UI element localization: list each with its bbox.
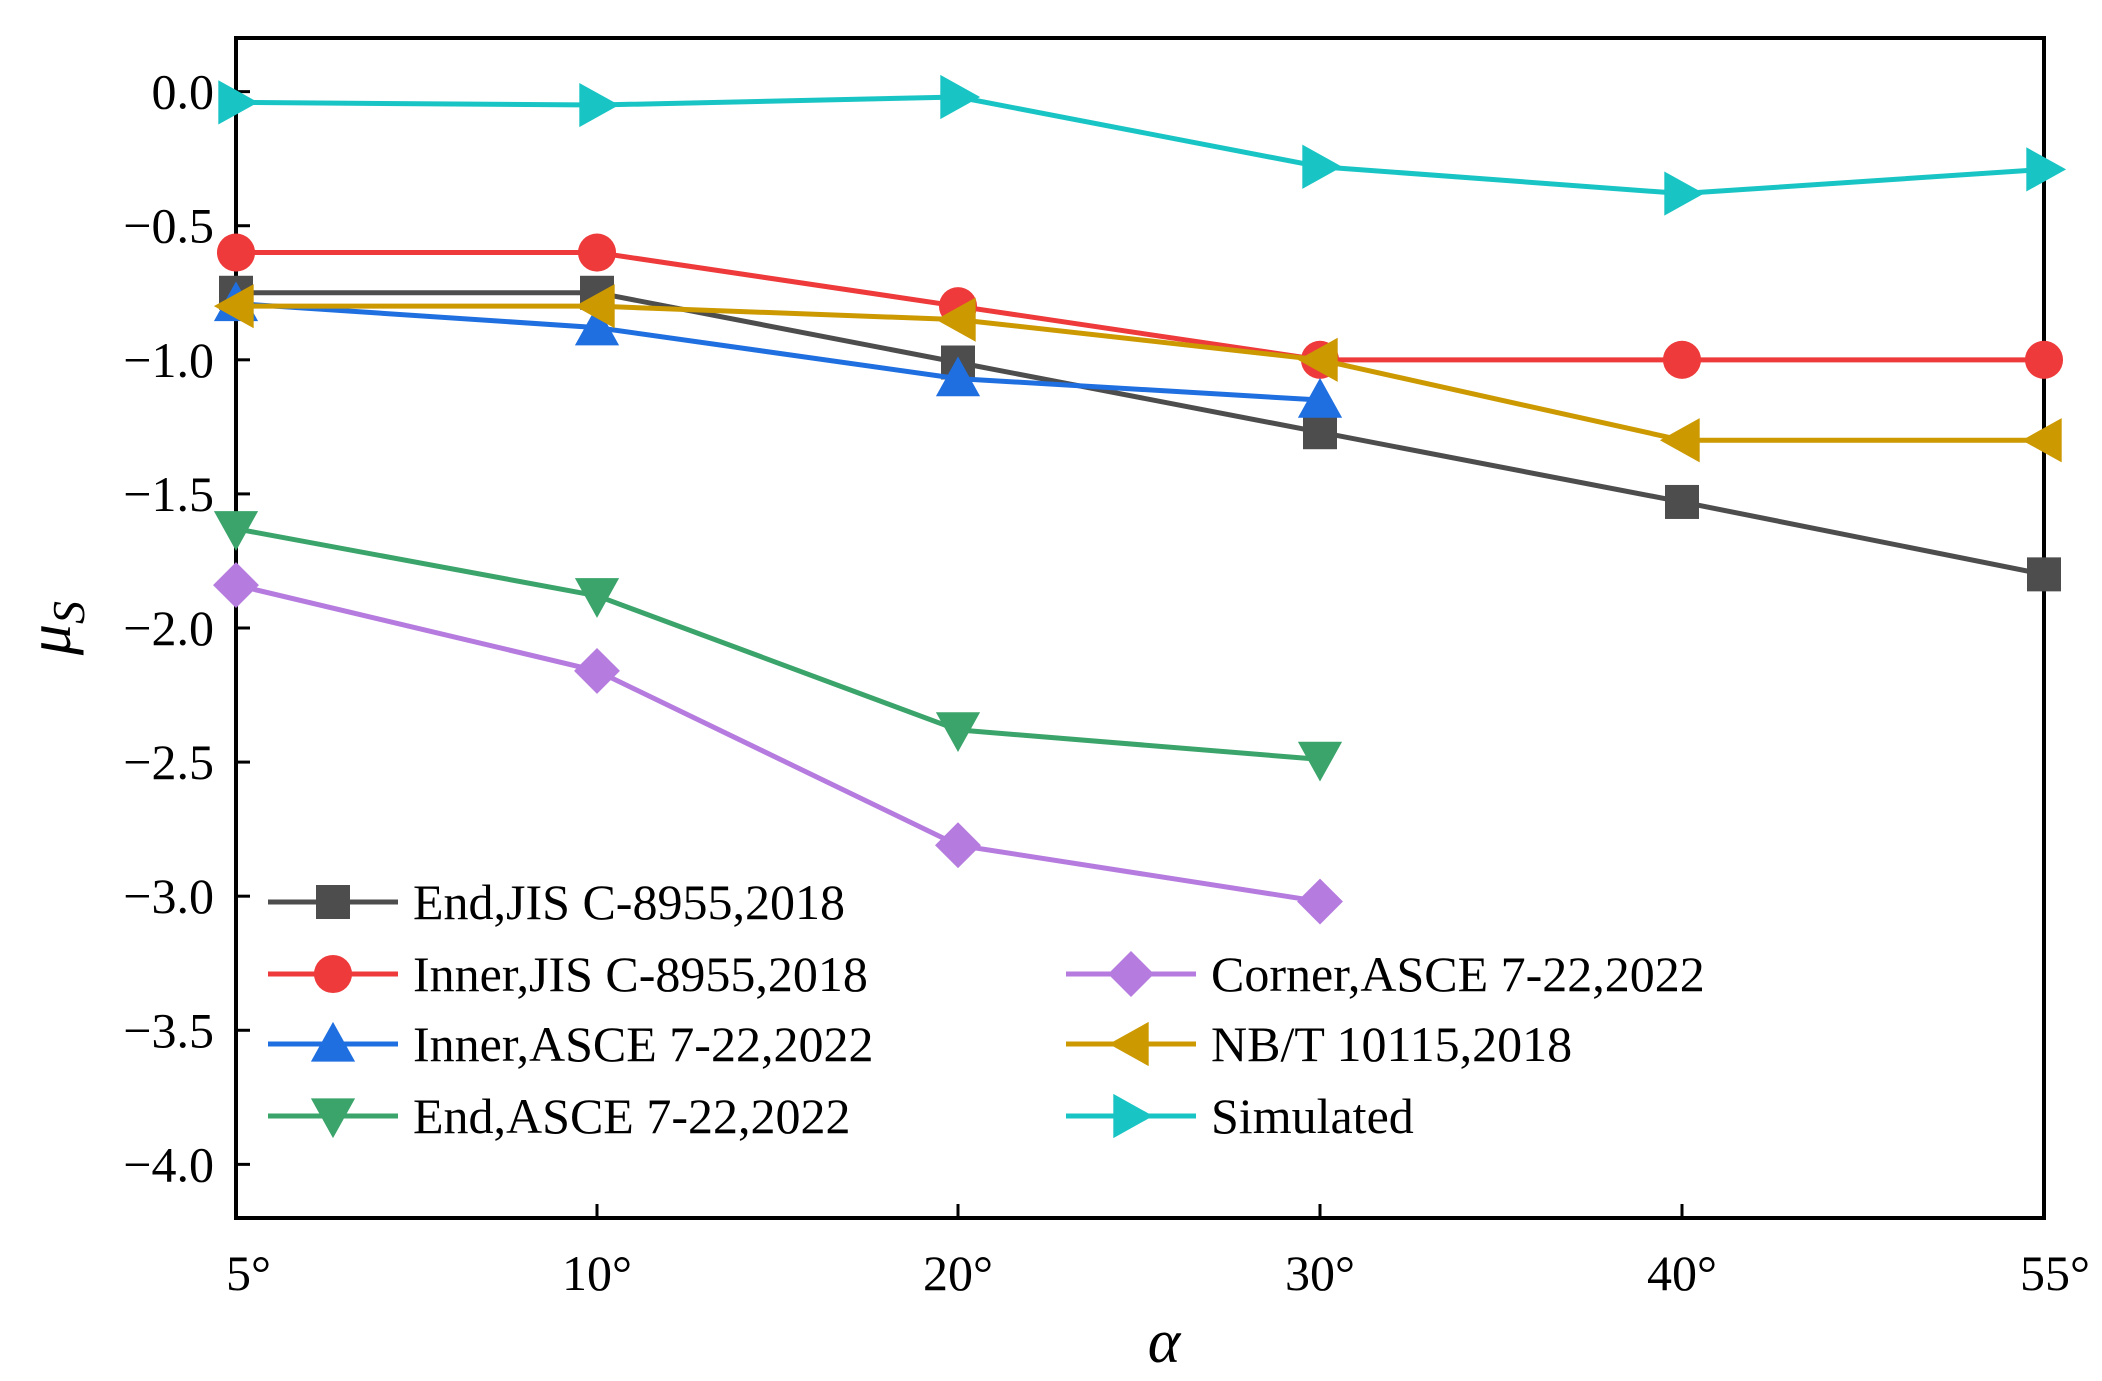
data-point bbox=[1297, 741, 1343, 782]
series-2 bbox=[213, 281, 1343, 418]
y-axis-title-main: μ bbox=[16, 624, 84, 656]
data-point bbox=[2027, 557, 2061, 592]
data-point bbox=[574, 578, 620, 618]
y-tick-label: −4.0 bbox=[123, 1136, 214, 1192]
data-point bbox=[935, 712, 981, 753]
y-tick-label: −1.0 bbox=[123, 332, 214, 388]
data-point bbox=[2024, 340, 2064, 379]
legend-item: End,ASCE 7-22,2022 bbox=[268, 1088, 851, 1144]
series-line bbox=[235, 94, 2045, 197]
legend-item: Inner,JIS C-8955,2018 bbox=[268, 946, 868, 1002]
y-tick-label: −2.0 bbox=[123, 600, 214, 656]
series-5 bbox=[213, 284, 2062, 463]
y-tick-label: −0.5 bbox=[123, 198, 214, 254]
series-line bbox=[235, 301, 1321, 403]
y-axis: 0.0 −0.5 −1.0 −1.5 −2.0 −2.5 −3.0 −3.5 −4.0 bbox=[123, 64, 250, 1192]
data-point bbox=[2026, 147, 2067, 192]
data-point bbox=[935, 822, 981, 869]
legend-label: End,ASCE 7-22,2022 bbox=[413, 1088, 851, 1144]
x-axis-title: α bbox=[1148, 1308, 1182, 1376]
data-point bbox=[1665, 484, 1699, 519]
data-point bbox=[213, 284, 254, 329]
data-point bbox=[1662, 340, 1702, 379]
data-point bbox=[1664, 171, 1705, 216]
series-3 bbox=[213, 511, 1343, 782]
legend-marker bbox=[316, 885, 350, 919]
data-point bbox=[574, 647, 620, 694]
series-layer bbox=[213, 74, 2067, 925]
series-line bbox=[236, 250, 2044, 363]
y-axis-title-sub: S bbox=[43, 601, 94, 624]
series-6 bbox=[218, 74, 2067, 216]
legend-marker bbox=[310, 1021, 356, 1062]
legend-item: Simulated bbox=[1066, 1088, 1414, 1144]
data-point bbox=[1297, 337, 1338, 382]
y-axis-title: μS bbox=[16, 601, 94, 656]
x-tick-label: 55° bbox=[2020, 1245, 2090, 1301]
x-axis: 5° 10° 20° 30° 40° 55° bbox=[226, 1204, 2090, 1301]
x-tick-label: 10° bbox=[562, 1245, 632, 1301]
data-point bbox=[1297, 878, 1343, 925]
data-point bbox=[216, 233, 256, 272]
data-point bbox=[574, 305, 620, 346]
data-point bbox=[940, 74, 981, 120]
data-point bbox=[935, 356, 981, 397]
data-point bbox=[577, 233, 617, 272]
legend-label: End,JIS C-8955,2018 bbox=[413, 874, 845, 930]
series-4 bbox=[213, 562, 1343, 925]
legend-item: NB/T 10115,2018 bbox=[1066, 1016, 1572, 1072]
series-line bbox=[236, 290, 2045, 577]
data-point bbox=[213, 562, 259, 609]
y-tick-label: −1.5 bbox=[123, 466, 214, 522]
legend-marker bbox=[310, 1098, 356, 1139]
legend-marker bbox=[1108, 951, 1154, 997]
x-tick-label: 40° bbox=[1647, 1245, 1717, 1301]
legend-item: End,JIS C-8955,2018 bbox=[268, 874, 845, 930]
legend-label: Corner,ASCE 7-22,2022 bbox=[1211, 946, 1705, 1002]
legend-label: Inner,JIS C-8955,2018 bbox=[413, 946, 868, 1002]
legend-marker bbox=[1108, 1021, 1149, 1067]
legend-marker bbox=[1113, 1093, 1154, 1139]
legend-label: Inner,ASCE 7-22,2022 bbox=[413, 1016, 873, 1072]
data-point bbox=[1297, 377, 1343, 418]
x-tick-label: 20° bbox=[923, 1245, 993, 1301]
data-point bbox=[2021, 418, 2062, 463]
y-tick-label: 0.0 bbox=[152, 64, 215, 120]
data-point bbox=[1302, 144, 1343, 189]
data-point bbox=[1303, 415, 1337, 450]
legend-marker bbox=[313, 954, 353, 994]
x-tick-label: 5° bbox=[226, 1245, 271, 1301]
legend-label: NB/T 10115,2018 bbox=[1211, 1016, 1572, 1072]
data-point bbox=[574, 284, 615, 329]
data-point bbox=[935, 297, 976, 342]
y-tick-label: −3.0 bbox=[123, 868, 214, 924]
data-point bbox=[218, 80, 259, 125]
y-tick-label: −3.5 bbox=[123, 1002, 214, 1058]
legend-label: Simulated bbox=[1211, 1088, 1414, 1144]
data-point bbox=[579, 82, 620, 128]
legend-item: Corner,ASCE 7-22,2022 bbox=[1066, 946, 1705, 1002]
series-line bbox=[235, 526, 1321, 762]
x-tick-label: 30° bbox=[1285, 1245, 1355, 1301]
data-point bbox=[1659, 418, 1700, 463]
data-point bbox=[213, 511, 259, 551]
series-line bbox=[235, 582, 1321, 905]
legend-item: Inner,ASCE 7-22,2022 bbox=[268, 1016, 873, 1072]
series-line bbox=[236, 303, 2044, 443]
y-tick-label: −2.5 bbox=[123, 734, 214, 790]
legend: End,JIS C-8955,2018 Inner,JIS C-8955,2018… bbox=[268, 874, 1705, 1144]
